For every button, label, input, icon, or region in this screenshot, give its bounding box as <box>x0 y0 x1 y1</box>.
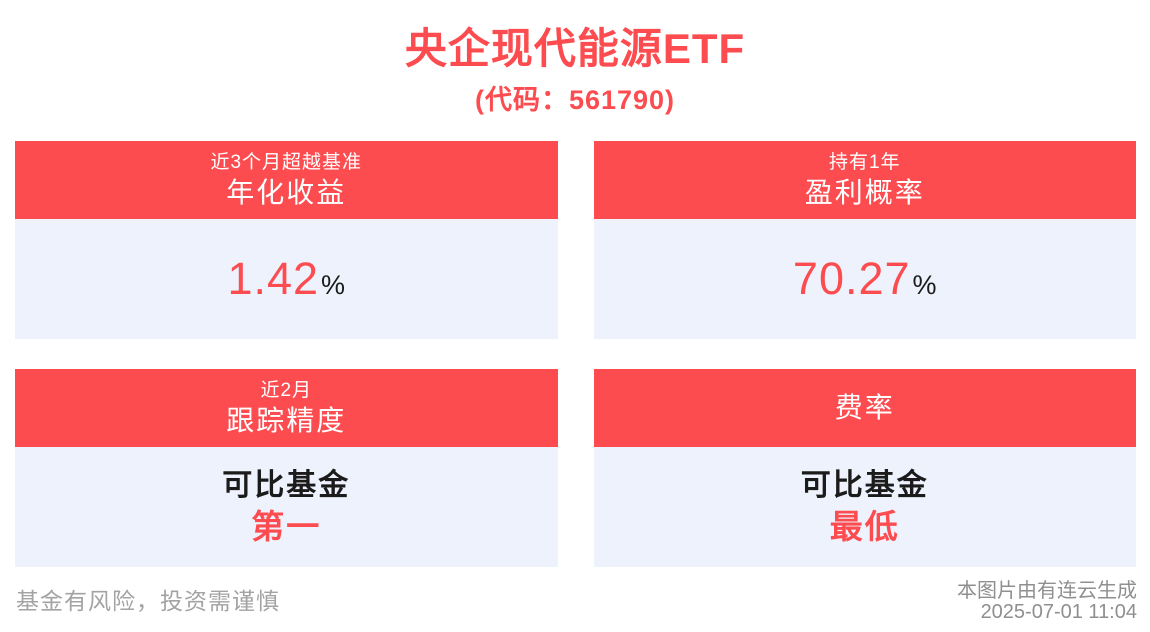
card-body: 可比基金 最低 <box>593 447 1136 567</box>
image-credit: 本图片由有连云生成 2025-07-01 11:04 <box>957 581 1137 623</box>
metric-value: 70.27 <box>792 253 911 304</box>
card-header-period: 近2月 <box>260 379 313 401</box>
metric-unit: % <box>321 270 346 300</box>
metric-value-row: 1.42 % <box>227 253 345 305</box>
stat-card-grid: 近3个月超越基准 年化收益 1.42 % 持有1年 盈利概率 70.27 % <box>15 141 1136 567</box>
stat-card-tracking-precision: 近2月 跟踪精度 可比基金 第一 <box>15 369 558 567</box>
risk-disclaimer: 基金有风险，投资需谨慎 <box>16 588 280 614</box>
card-header-metric: 跟踪精度 <box>226 404 347 436</box>
card-body: 1.42 % <box>15 219 558 339</box>
metric-value-row: 70.27 % <box>793 253 937 305</box>
card-header-metric: 费率 <box>834 392 895 423</box>
page-header: 央企现代能源ETF (代码：561790) <box>0 0 1150 116</box>
card-header: 近2月 跟踪精度 <box>15 369 558 447</box>
credit-timestamp: 2025-07-01 11:04 <box>980 601 1137 623</box>
card-header: 费率 <box>593 369 1136 447</box>
rank-value: 第一 <box>251 507 322 545</box>
card-header: 近3个月超越基准 年化收益 <box>15 141 558 219</box>
card-body: 70.27 % <box>593 219 1136 339</box>
stat-card-fee-rate: 费率 可比基金 最低 <box>593 369 1136 567</box>
rank-value: 最低 <box>829 507 900 545</box>
page-title: 央企现代能源ETF <box>404 25 746 72</box>
rank-scope-label: 可比基金 <box>800 468 929 502</box>
card-header: 持有1年 盈利概率 <box>593 141 1136 219</box>
fund-code-subtitle: (代码：561790) <box>474 85 676 116</box>
metric-value: 1.42 <box>227 253 320 304</box>
card-body: 可比基金 第一 <box>15 447 558 567</box>
stat-card-profit-probability: 持有1年 盈利概率 70.27 % <box>593 141 1136 339</box>
card-header-metric: 盈利概率 <box>804 176 925 208</box>
card-header-period: 近3个月超越基准 <box>210 151 363 173</box>
rank-scope-label: 可比基金 <box>222 468 351 502</box>
stat-card-annualized-return: 近3个月超越基准 年化收益 1.42 % <box>15 141 558 339</box>
card-header-metric: 年化收益 <box>226 176 347 208</box>
credit-source: 本图片由有连云生成 <box>957 580 1137 602</box>
metric-unit: % <box>912 270 937 300</box>
card-header-period: 持有1年 <box>828 151 901 173</box>
